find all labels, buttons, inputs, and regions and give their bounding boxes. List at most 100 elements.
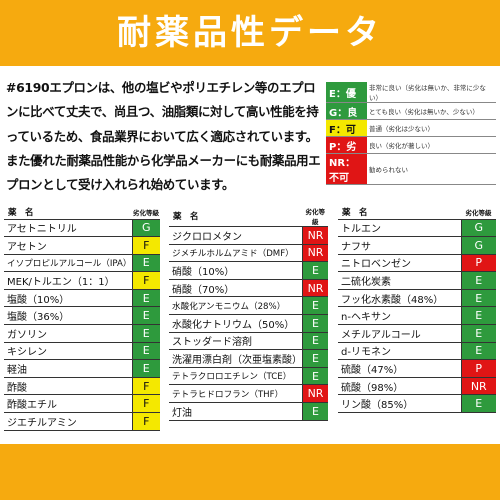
grade-badge: F (131, 394, 160, 414)
legend-description: とても良い（劣化は無いか、少ない） (367, 102, 496, 120)
grade-badge: NR (460, 377, 496, 396)
grade-badge: NR (302, 384, 328, 403)
legend-row: F：可 普通（劣化は少ない） (326, 119, 496, 137)
legend-code: NR：不可 (326, 153, 367, 185)
chemical-name: 硫酸（98%） (338, 377, 461, 396)
column-header-grade: 劣化等級 (302, 206, 328, 227)
chemical-name: 酢酸エチル (4, 394, 133, 414)
chemical-name: 硝酸（10%） (169, 261, 303, 280)
chemical-name: n-ヘキサン (338, 306, 461, 326)
table-row: アセトン F (4, 236, 160, 255)
table-row: テトラヒドロフラン（THF） NR (169, 384, 328, 403)
table-row: 硫酸（47%） P (338, 359, 496, 378)
chemical-name: フッ化水素酸（48%） (338, 289, 461, 308)
grade-badge: NR (302, 244, 328, 263)
grade-badge: G (460, 219, 496, 238)
table-row: ガソリン E (4, 324, 160, 343)
legend-description: 非常に良い（劣化は無いか、非常に少ない） (367, 82, 496, 103)
chemical-name: 洗濯用漂白剤（次亜塩素酸） (169, 349, 303, 368)
table-row: ストッダード溶剤 E (169, 332, 328, 351)
table-row: 水酸化ナトリウム（50%） E (169, 314, 328, 333)
legend-row: E：優 非常に良い（劣化は無いか、非常に少ない） (326, 82, 496, 103)
chemical-name: アセトニトリル (4, 219, 133, 238)
legend-row: NR：不可 勧められない (326, 153, 496, 185)
legend-description: 良い（劣化が著しい） (367, 136, 496, 154)
legend-description: 普通（劣化は少ない） (367, 119, 496, 137)
grade-badge: E (460, 342, 496, 361)
legend-code: E：優 (326, 82, 367, 103)
grade-badge: E (302, 367, 328, 386)
chemical-name: ジクロロメタン (169, 226, 303, 245)
column-header-chemical: 薬 名 (4, 206, 133, 220)
grade-badge: E (131, 289, 160, 308)
grade-badge: E (302, 296, 328, 315)
table-row: 塩酸（36%） E (4, 306, 160, 326)
legend-row: P：劣 良い（劣化が著しい） (326, 136, 496, 154)
table-row: ジエチルアミン F (4, 412, 160, 431)
table-row: n-ヘキサン E (338, 306, 496, 326)
chemical-name: MEK/トルエン（1：1） (4, 271, 133, 290)
grade-badge: G (131, 219, 160, 238)
grade-badge: E (302, 314, 328, 333)
title-banner: 耐薬品性データ (0, 0, 500, 66)
chemical-name: 灯油 (169, 402, 303, 421)
grade-badge: G (460, 236, 496, 255)
chemical-name: リン酸（85%） (338, 394, 461, 414)
intro-paragraph: #6190エプロンは、他の塩ビやポリエチレン等のエプロンに比べて丈夫で、尚且つ、… (6, 80, 321, 193)
grade-badge: E (131, 254, 160, 273)
table-row: 硝酸（10%） E (169, 261, 328, 280)
grade-badge: E (131, 324, 160, 343)
grade-badge: F (131, 271, 160, 290)
grade-badge: E (460, 306, 496, 326)
column-header-chemical: 薬 名 (169, 206, 303, 227)
grade-badge: E (460, 289, 496, 308)
grade-badge: E (302, 349, 328, 368)
column-header-chemical: 薬 名 (338, 206, 461, 220)
grade-badge: F (131, 236, 160, 255)
table-row: 灯油 E (169, 402, 328, 421)
table-row: 酢酸 F (4, 377, 160, 396)
chemical-name: d-リモネン (338, 342, 461, 361)
chemical-table-2: 薬 名 劣化等級 ジクロロメタン NR ジメチルホルムアミド（DMF） NR 硝酸（10… (169, 206, 328, 421)
grade-badge: E (460, 394, 496, 414)
table-row: 洗濯用漂白剤（次亜塩素酸） E (169, 349, 328, 368)
grade-badge: NR (302, 226, 328, 245)
chemical-table-1: 薬 名 劣化等級 アセトニトリル G アセトン F イソプロピルアルコール（IPA） E M… (4, 206, 160, 431)
table-row: ナフサ G (338, 236, 496, 255)
legend-row: G：良 とても良い（劣化は無いか、少ない） (326, 102, 496, 120)
table-row: 硝酸（70%） NR (169, 279, 328, 298)
legend-description: 勧められない (367, 153, 496, 185)
grade-badge: F (131, 377, 160, 396)
grade-badge: F (131, 412, 160, 431)
table-row: アセトニトリル G (4, 219, 160, 238)
chemical-name: ニトロベンゼン (338, 254, 461, 273)
chemical-name: 塩酸（36%） (4, 306, 133, 326)
chemical-name: ガソリン (4, 324, 133, 343)
table-row: 二硫化炭素 E (338, 271, 496, 290)
chemical-name: 二硫化炭素 (338, 271, 461, 290)
table-row: フッ化水素酸（48%） E (338, 289, 496, 308)
chemical-name: ナフサ (338, 236, 461, 255)
chemical-name: 軽油 (4, 359, 133, 378)
table-row: イソプロピルアルコール（IPA） E (4, 254, 160, 273)
column-header-grade: 劣化等級 (461, 206, 496, 220)
table-row: 軽油 E (4, 359, 160, 378)
table-row: キシレン E (4, 342, 160, 361)
grade-badge: E (302, 332, 328, 351)
grade-badge: NR (302, 279, 328, 298)
grade-badge: E (131, 306, 160, 326)
column-header-grade: 劣化等級 (132, 206, 160, 220)
chemical-name: キシレン (4, 342, 133, 361)
table-row: MEK/トルエン（1：1） F (4, 271, 160, 290)
grade-badge: E (131, 342, 160, 361)
chemical-name: ストッダード溶剤 (169, 332, 303, 351)
chemical-name: テトラクロロエチレン（TCE） (169, 367, 303, 386)
grade-badge: E (460, 324, 496, 343)
table-row: ジメチルホルムアミド（DMF） NR (169, 244, 328, 263)
table-row: 水酸化アンモニウム（28%） E (169, 296, 328, 315)
grade-badge: E (302, 261, 328, 280)
table-row: トルエン G (338, 219, 496, 238)
chemical-name: メチルアルコール (338, 324, 461, 343)
chemical-name: 硝酸（70%） (169, 279, 303, 298)
table-row: リン酸（85%） E (338, 394, 496, 414)
